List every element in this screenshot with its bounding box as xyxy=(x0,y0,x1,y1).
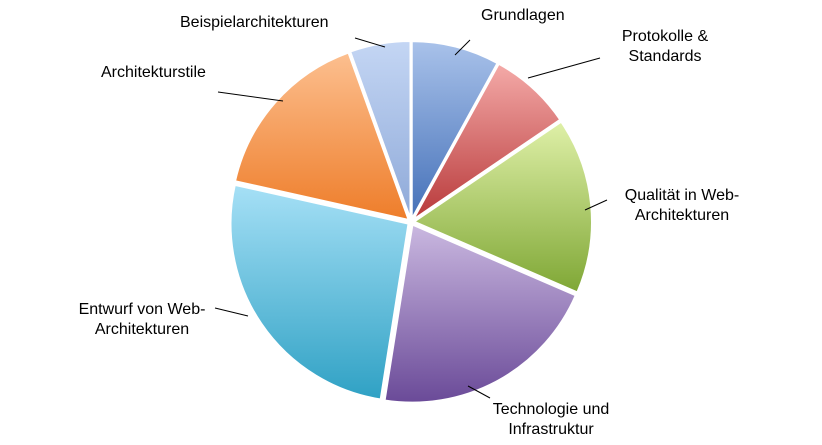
slice-label-architekturstile: Architekturstile xyxy=(101,64,206,81)
pie-slice-architekturstile xyxy=(233,51,411,222)
leader-line-entwurf xyxy=(214,307,249,317)
leader-line-architekturstile xyxy=(217,91,284,102)
slice-label-technologie: Technologie und Infrastruktur xyxy=(492,401,610,438)
pie-slice-protokolle xyxy=(412,62,562,221)
slice-label-entwurf: Entwurf von Web- Architekturen xyxy=(78,301,206,338)
leader-line-grundlagen xyxy=(454,39,471,56)
leader-line-technologie xyxy=(467,385,491,399)
slice-label-grundlagen: Grundlagen xyxy=(481,7,565,24)
leader-line-qualitaet xyxy=(584,199,608,211)
leader-line-protokolle xyxy=(527,57,601,79)
slice-label-protokolle: Protokolle & Standards xyxy=(621,28,709,65)
pie-slice-qualitaet xyxy=(411,120,593,294)
slice-label-beispielarchitekturen: Beispielarchitekturen xyxy=(180,14,329,31)
pie-slice-technologie xyxy=(383,223,578,404)
leader-line-beispielarchitekturen xyxy=(354,37,386,48)
pie-slice-entwurf xyxy=(229,183,410,401)
pie-slice-grundlagen xyxy=(410,40,499,220)
slice-label-qualitaet: Qualität in Web- Architekturen xyxy=(624,187,740,224)
pie-slice-beispielarchitekturen xyxy=(348,40,412,220)
